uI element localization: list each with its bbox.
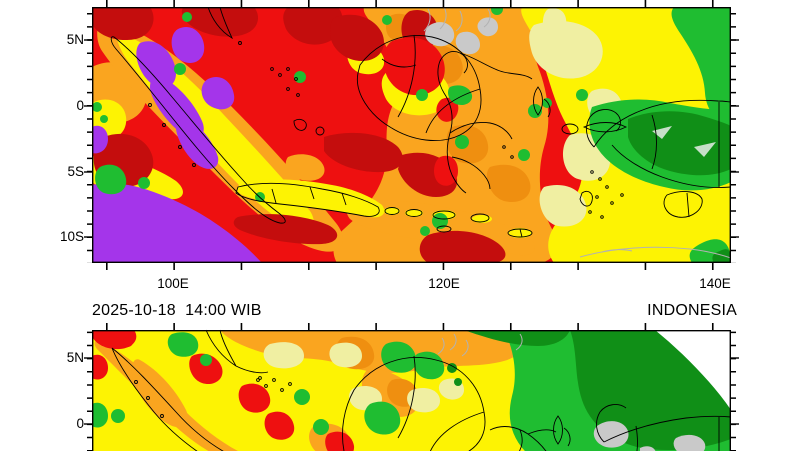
lat-label-5n: 5N — [66, 32, 84, 47]
map-panel-bottom — [84, 323, 739, 451]
coastlines — [110, 7, 731, 238]
red-spots-b — [92, 330, 355, 451]
map-top-frame — [91, 6, 731, 264]
foreign-coastlines — [423, 7, 731, 259]
lon-label-100e: 100E — [157, 276, 189, 291]
dark-green-regions — [628, 111, 731, 263]
lat-label-0-b: 0 — [76, 416, 84, 431]
lat-label-5s: 5S — [67, 164, 84, 179]
gray-patches — [425, 17, 498, 55]
lat-label-10s: 10S — [59, 229, 84, 244]
lat-label-5n-b: 5N — [66, 350, 84, 365]
lon-label-140e: 140E — [699, 276, 731, 291]
purple-regions — [92, 26, 262, 263]
axis-ticks-top-panel — [84, 0, 739, 270]
map-top-art — [92, 7, 731, 263]
map-panel-top — [84, 0, 739, 270]
axis-ticks-bottom-panel — [84, 323, 739, 451]
map-bottom-frame — [92, 330, 731, 451]
region-label: INDONESIA — [647, 302, 737, 319]
foreign-coastlines-b — [437, 333, 523, 357]
map-top-canvas — [84, 0, 739, 270]
map-bottom-canvas — [84, 323, 739, 451]
lon-label-120e: 120E — [428, 276, 460, 291]
dark-red-patches — [92, 7, 506, 263]
lat-label-0: 0 — [76, 98, 84, 113]
white-corner — [655, 330, 731, 410]
timestamp-label: 2025-10-18 14:00 WIB — [92, 302, 262, 319]
coastlines-b — [111, 329, 732, 451]
map-bottom-art — [92, 329, 732, 451]
pale-green-patches — [652, 126, 716, 157]
